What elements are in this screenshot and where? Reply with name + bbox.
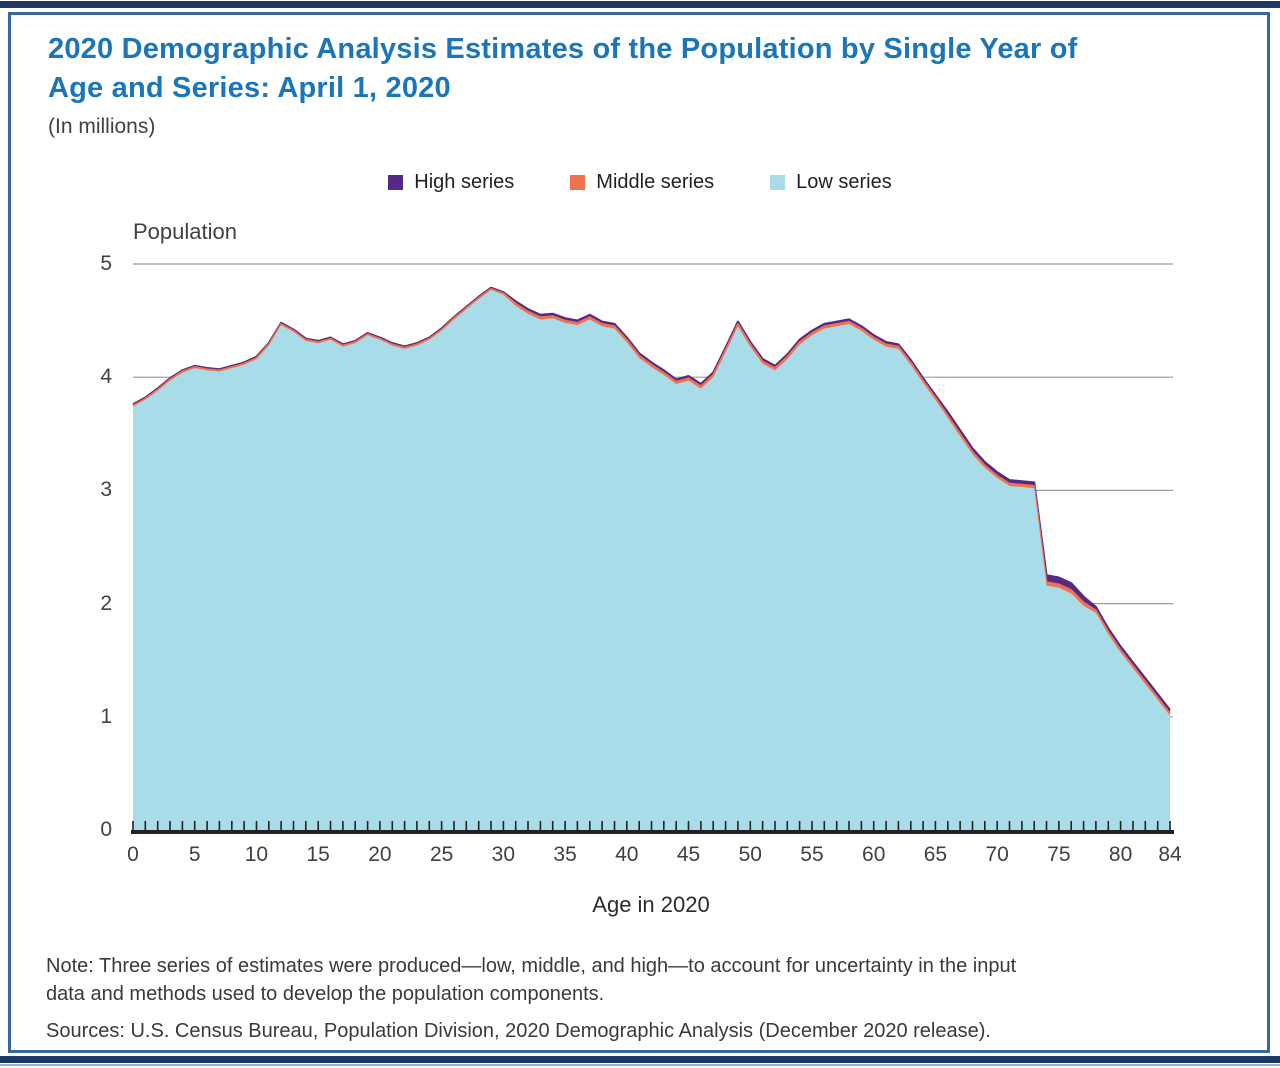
x-tick-label: 20 (368, 843, 392, 866)
y-tick-label: 0 (100, 818, 112, 841)
x-tick-label: 65 (923, 843, 948, 866)
y-tick-label: 3 (100, 478, 112, 502)
y-tick-label: 5 (100, 252, 112, 275)
x-tick-label: 45 (676, 843, 701, 866)
y-tick-label: 1 (100, 704, 112, 728)
legend-label-low: Low series (796, 171, 892, 193)
x-tick-label: 30 (491, 843, 516, 866)
x-tick-label: 40 (615, 843, 639, 866)
legend-item-high: High series (388, 171, 514, 194)
legend-label-high: High series (414, 171, 515, 193)
x-tick-label: 70 (985, 843, 1009, 866)
legend: High series Middle series Low series (0, 171, 1280, 194)
x-tick-label: 35 (553, 843, 577, 866)
x-tick-label: 80 (1108, 843, 1133, 866)
x-tick-label: 5 (188, 843, 201, 866)
top-accent-bar (0, 1, 1280, 8)
x-tick-label: 25 (429, 843, 454, 866)
bottom-accent-bar (0, 1056, 1280, 1063)
y-tick-label: 4 (100, 365, 112, 389)
units-note: (In millions) (48, 115, 156, 138)
x-tick-label: 10 (244, 843, 269, 866)
low-series-swatch-icon (770, 175, 786, 190)
x-tick-label: 75 (1047, 843, 1071, 866)
sources-line: Sources: U.S. Census Bureau, Population … (46, 1020, 991, 1042)
x-tick-label: 50 (738, 843, 762, 866)
notes-block: Note: Three series of estimates were pro… (46, 952, 1016, 1045)
y-axis-title: Population (133, 219, 237, 244)
chart-title-line2: Age and Series: April 1, 2020 (48, 72, 451, 104)
chart-frame (8, 12, 1270, 1053)
legend-item-middle: Middle series (570, 171, 714, 194)
x-tick-label: 0 (127, 843, 139, 866)
x-tick-label: 84 (1158, 843, 1182, 866)
x-axis-title: Age in 2020 (592, 892, 710, 917)
high-series-swatch-icon (388, 175, 404, 190)
bottom-accent-shadow (0, 1064, 1280, 1066)
middle-series-swatch-icon (570, 175, 586, 190)
x-tick-label: 60 (862, 843, 886, 866)
chart-title-line1: 2020 Demographic Analysis Estimates of t… (48, 33, 1078, 65)
x-tick-label: 55 (800, 843, 824, 866)
y-tick-label: 2 (100, 591, 112, 615)
note-line2: data and methods used to develop the pop… (46, 983, 605, 1005)
note-line1: Note: Three series of estimates were pro… (46, 955, 1017, 977)
legend-item-low: Low series (770, 171, 892, 194)
title-block: 2020 Demographic Analysis Estimates of t… (48, 30, 1078, 139)
x-tick-label: 15 (306, 843, 330, 866)
legend-label-middle: Middle series (596, 171, 715, 193)
